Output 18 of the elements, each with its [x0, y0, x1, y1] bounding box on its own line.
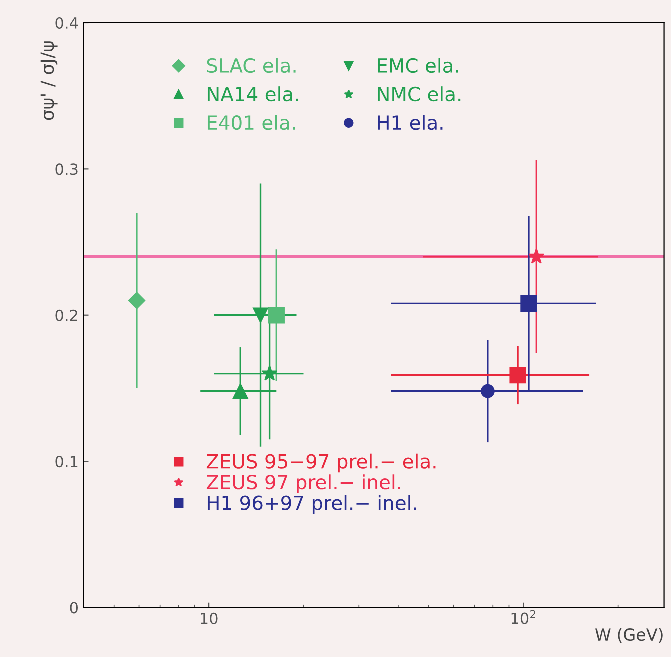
y-axis-title: σψ' / σJ/ψ — [40, 42, 58, 120]
legend-label: NMC ela. — [378, 86, 461, 102]
y-tick-label: 0 — [70, 602, 78, 614]
y-tick-label: 0.2 — [56, 310, 78, 322]
legend-label: H1 ela. — [378, 115, 443, 130]
legend-label: ZEUS 95−97 prel.− ela. — [206, 454, 436, 473]
legend-label: EMC ela. — [378, 58, 458, 74]
legend-label: H1 96+97 prel.− inel. — [208, 495, 416, 514]
y-tick-label: 0.1 — [56, 456, 78, 468]
x-axis-title: W (GeV) — [595, 628, 663, 644]
legend-label: SLAC ela. — [207, 58, 296, 74]
x-tick-label: 10 — [201, 612, 218, 624]
legend-label: NA14 ela. — [208, 86, 298, 102]
y-tick-label: 0.4 — [56, 17, 78, 30]
legend-label: E401 ela. — [208, 115, 296, 130]
x-tick-label: 10$^{2}$ — [512, 610, 536, 624]
legend-label: ZEUS 97 prel.− inel. — [206, 474, 400, 494]
y-tick-label: 0.3 — [56, 164, 78, 176]
